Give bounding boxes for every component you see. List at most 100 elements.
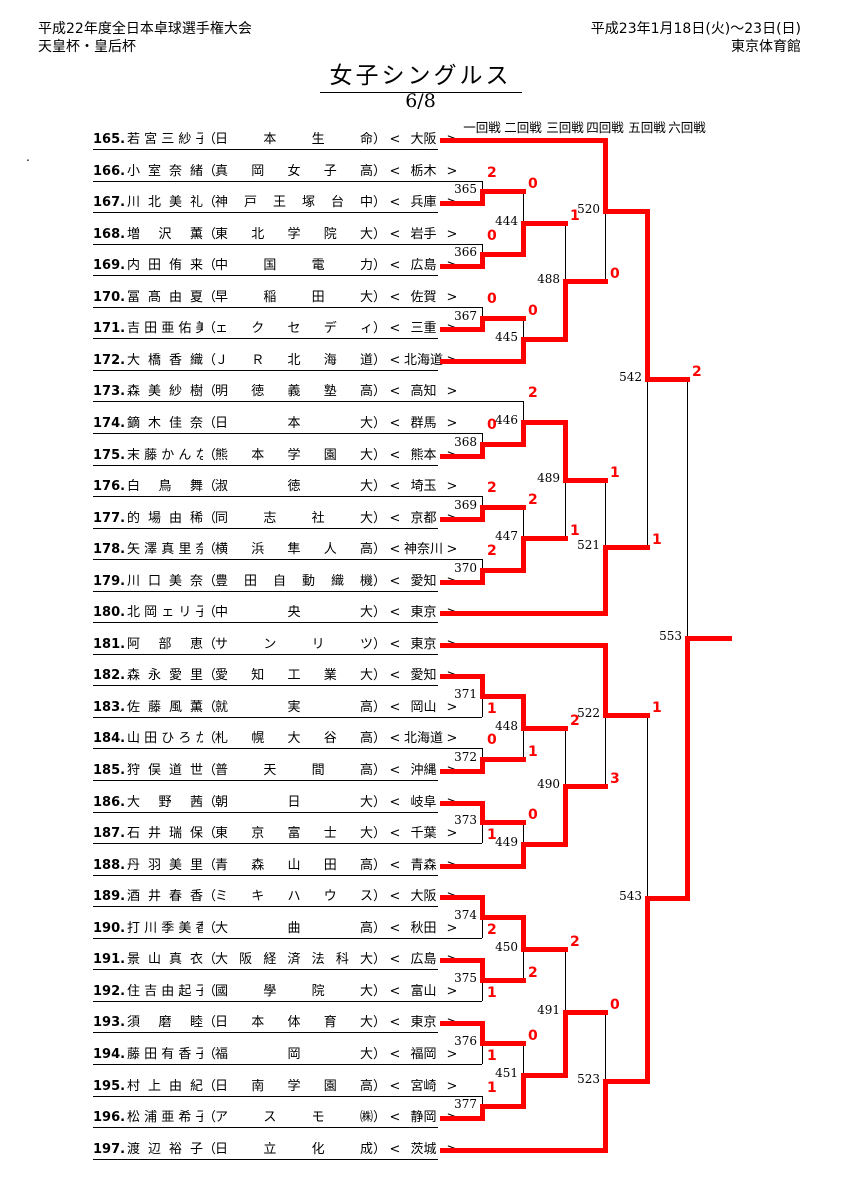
stray-mark: .	[26, 150, 30, 164]
player-club: 豊 田 自 動 織 機	[215, 573, 373, 589]
match-376-label: 376	[454, 1034, 477, 1049]
player-name: 村 上 由 紀	[127, 1078, 203, 1094]
player-underline-189	[93, 906, 438, 908]
match-491-label: 491	[537, 1002, 560, 1017]
match-367-label: 367	[454, 308, 477, 323]
player-underline-187	[93, 843, 438, 845]
player-prefecture: 広島	[410, 258, 437, 274]
open-paren: （	[203, 1141, 217, 1157]
match-368-winner-exit-line	[480, 441, 526, 447]
player-underline-192	[93, 1000, 438, 1002]
match-542-loser-vertical	[647, 379, 648, 548]
player-club: 青 森 山 田 高	[215, 857, 373, 873]
winner-lead-line-197	[440, 1147, 608, 1153]
match-553-winner-exit-line	[685, 636, 732, 642]
match-451-winner-vertical	[521, 1072, 526, 1110]
player-row-172: 172.大 橋 香 織（Ｊ Ｒ 北 海 道）<北海道>	[93, 352, 457, 369]
match-523-loser-score: 0	[610, 996, 620, 1013]
match-365-winner-exit-line	[480, 189, 526, 195]
prefecture-open-bracket: <	[389, 952, 401, 968]
winner-lead-line-171	[440, 327, 485, 333]
match-372-loser-vertical	[482, 748, 483, 761]
open-paren: （	[203, 384, 217, 400]
player-club: 熊 本 学 園 大	[215, 447, 373, 463]
match-377-loser-score: 1	[487, 1079, 497, 1096]
player-club: 早 稲 田 大	[215, 289, 373, 305]
player-number: 176.	[93, 479, 126, 495]
close-paren: ）	[373, 920, 387, 936]
winner-lead-line-165	[440, 138, 608, 143]
event-venue: 東京体育館	[731, 39, 801, 55]
player-row-182: 182.森 永 愛 里（愛 知 工 業 大）<愛知>	[93, 668, 457, 684]
player-club: 札 幌 大 谷 高	[215, 731, 373, 747]
loser-lead-line-176	[438, 496, 482, 498]
close-paren: ）	[373, 763, 387, 778]
match-451-winner-exit-line	[521, 1072, 568, 1078]
player-prefecture: 高知	[410, 384, 437, 400]
player-number: 188.	[93, 857, 126, 873]
match-369-loser-vertical	[482, 496, 483, 508]
match-368-winner-vertical	[480, 441, 485, 459]
player-name: 藤 田 有 香 子	[127, 1046, 203, 1062]
player-underline-197	[93, 1158, 438, 1160]
close-paren: ）	[373, 447, 387, 463]
prefecture-close-bracket: >	[446, 1046, 458, 1062]
prefecture-open-bracket: <	[389, 542, 401, 558]
match-375-winner-exit-line	[480, 978, 526, 984]
winner-lead-line-172	[440, 358, 526, 364]
prefecture-open-bracket: <	[389, 857, 401, 873]
player-underline-185	[93, 780, 438, 781]
player-number: 166.	[93, 163, 126, 179]
player-number: 183.	[93, 699, 126, 715]
player-number: 196.	[93, 1110, 126, 1126]
loser-lead-line-192	[438, 1000, 482, 1002]
player-club: 明 徳 義 塾 高	[215, 384, 373, 400]
player-prefecture: 栃木	[410, 163, 437, 179]
prefecture-open-bracket: <	[389, 1046, 401, 1062]
player-prefecture: 富山	[410, 983, 437, 999]
player-club: Ｊ Ｒ 北 海 道	[215, 352, 373, 368]
winner-lead-line-186	[440, 800, 485, 806]
match-488-winner-exit-line	[563, 279, 608, 285]
player-prefecture: 熊本	[410, 447, 437, 463]
close-paren: ）	[373, 479, 387, 495]
prefecture-open-bracket: <	[389, 1141, 401, 1157]
player-prefecture: 大阪	[410, 889, 437, 905]
match-371-label: 371	[454, 687, 477, 702]
match-542-winner-exit-line	[645, 376, 690, 382]
match-521-winner-exit-line	[603, 544, 650, 550]
match-371-winner-vertical	[480, 674, 485, 700]
player-name: 鏑 木 佳 奈	[127, 415, 203, 431]
player-name: 内 田 侑 来	[127, 258, 203, 274]
player-underline-178	[93, 559, 438, 561]
close-paren: ）	[373, 321, 387, 337]
match-449-loser-vertical	[523, 823, 524, 845]
close-paren: ）	[373, 1078, 387, 1094]
tournament-header: 平成22年度全日本卓球選手権大会 天皇杯・皇后杯	[38, 20, 252, 56]
player-number: 165.	[93, 132, 126, 147]
close-paren: ）	[373, 195, 387, 211]
prefecture-open-bracket: <	[389, 573, 401, 589]
player-underline-195	[93, 1095, 438, 1097]
match-369-winner-vertical	[480, 504, 485, 522]
prefecture-open-bracket: <	[389, 763, 401, 778]
prefecture-open-bracket: <	[389, 195, 401, 211]
player-row-184: 184. 山 田 ひ ろ か（札 幌 大 谷 高） < 北海道 >	[93, 731, 457, 747]
match-523-loser-vertical	[605, 1012, 606, 1082]
player-club: 大 曲 高	[215, 920, 373, 936]
match-366-winner-exit-line	[480, 252, 526, 258]
match-520-loser-score: 0	[610, 266, 620, 283]
open-paren: （	[203, 258, 217, 274]
match-367-winner-vertical	[480, 315, 485, 333]
match-521-winner-vertical	[603, 544, 608, 617]
winner-lead-line-185	[440, 769, 485, 774]
open-paren: （	[203, 857, 217, 873]
prefecture-open-bracket: <	[389, 699, 401, 715]
player-name: 大 野 茜	[127, 794, 203, 810]
match-447-loser-score: 2	[528, 491, 538, 508]
player-prefecture: 神奈川	[403, 542, 443, 558]
round-header-3: 三回戦	[546, 120, 584, 135]
event-dates: 平成23年1月18日(火)～23日(日)	[590, 21, 801, 37]
winner-lead-line-179	[440, 579, 485, 585]
match-521-label: 521	[577, 537, 600, 552]
